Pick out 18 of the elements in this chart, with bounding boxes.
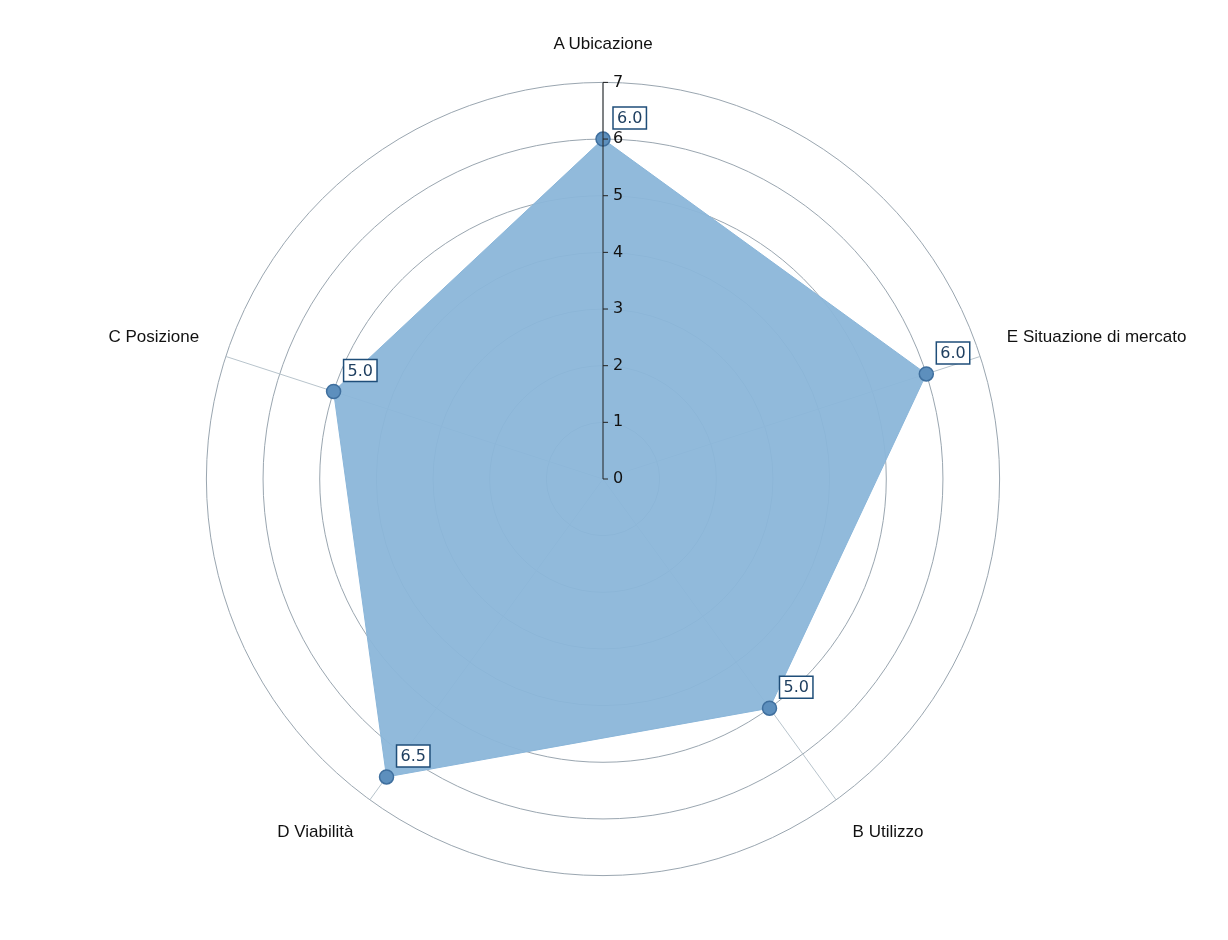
y-tick-label: 3 [613,298,624,318]
data-label: 6.5 [400,746,426,766]
spoke-label: E Situazione di mercato [1006,327,1187,347]
spoke-label: C Posizione [108,327,200,347]
data-label: 5.0 [783,677,809,697]
spoke-label: D Viabilità [277,822,354,842]
y-tick-label: 6 [613,128,624,148]
spoke-label: A Ubicazione [553,33,653,53]
y-tick-label: 1 [613,411,624,431]
y-tick-label: 4 [613,241,624,261]
y-tick-label: 0 [613,468,624,488]
data-label: 5.0 [347,360,374,380]
spoke-label: B Utilizzo [852,822,924,842]
y-tick-label: 7 [613,71,624,91]
y-tick-label: 2 [613,354,624,374]
data-label: 6.0 [940,343,966,363]
data-label: 6.0 [617,108,643,128]
y-tick-label: 5 [613,184,624,204]
